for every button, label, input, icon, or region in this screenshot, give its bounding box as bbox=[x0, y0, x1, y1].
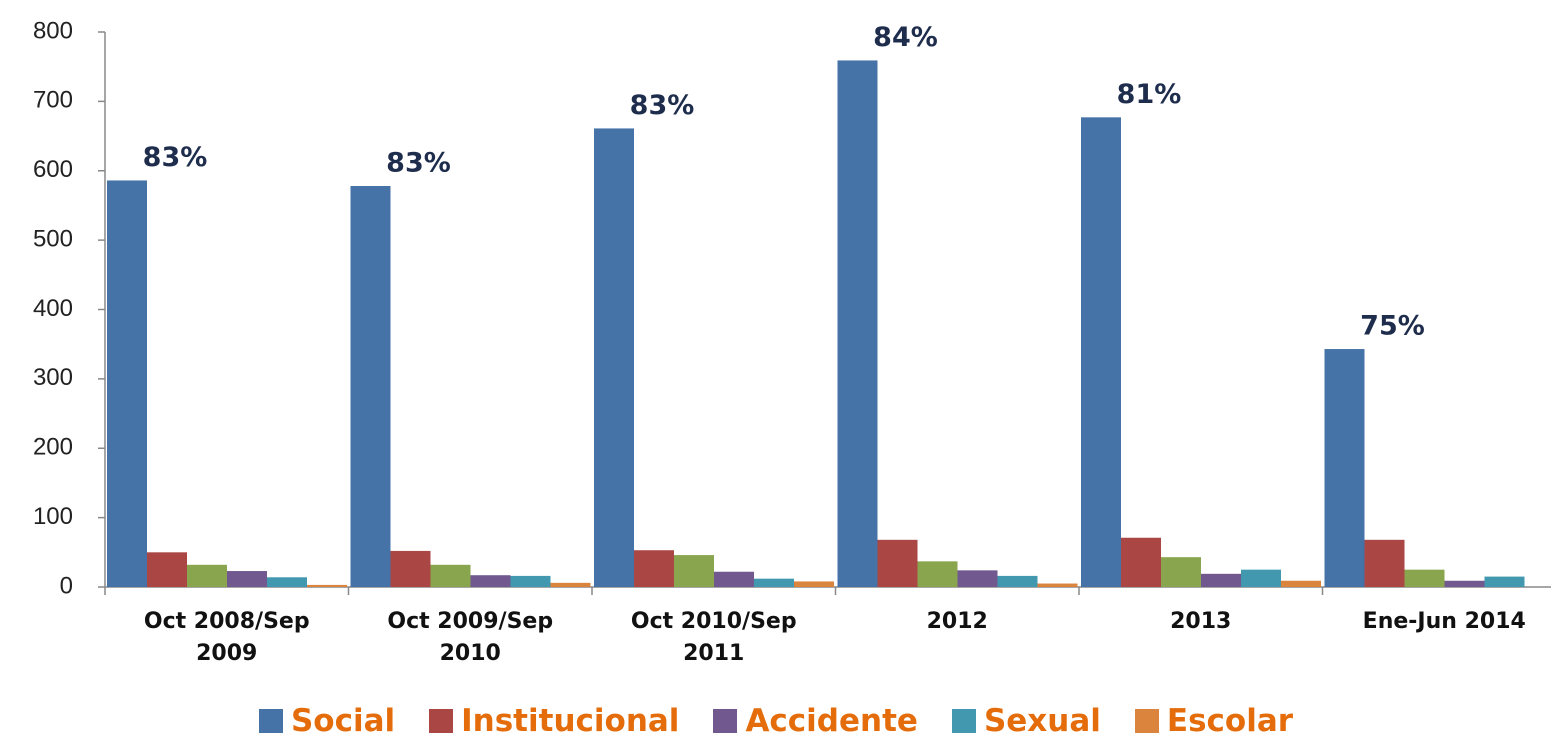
bar bbox=[307, 584, 347, 587]
x-tick-label: 2013 bbox=[1170, 609, 1232, 634]
legend-swatch bbox=[713, 709, 738, 733]
bar bbox=[107, 180, 147, 587]
bar bbox=[1037, 583, 1078, 587]
legend-item: Sexual bbox=[951, 703, 1101, 739]
legend-item: Institucional bbox=[429, 703, 679, 739]
legend-item: Escolar bbox=[1134, 703, 1294, 739]
bar bbox=[390, 550, 431, 587]
y-tick-label: 200 bbox=[33, 434, 73, 461]
annotation: 75% bbox=[1360, 311, 1425, 342]
y-tick-label: 300 bbox=[33, 364, 73, 391]
legend-swatch bbox=[429, 709, 454, 733]
bar bbox=[350, 186, 391, 587]
legend-label: Accidente bbox=[745, 703, 918, 739]
bar bbox=[227, 571, 267, 587]
legend-label: Institucional bbox=[461, 703, 680, 739]
legend: Social Institucional Accidente Sexual Escola… bbox=[0, 703, 1552, 739]
y-tick-label: 100 bbox=[33, 503, 73, 530]
bar bbox=[510, 575, 551, 587]
legend-item: Social bbox=[258, 703, 396, 739]
bar bbox=[470, 575, 511, 587]
legend-swatch bbox=[951, 709, 976, 733]
bar bbox=[1201, 573, 1241, 587]
y-tick-label: 500 bbox=[33, 225, 73, 252]
y-tick-label: 800 bbox=[33, 17, 73, 44]
bar bbox=[1281, 580, 1321, 587]
legend-label: Social bbox=[290, 703, 396, 739]
bar bbox=[550, 582, 591, 587]
bar bbox=[147, 552, 187, 587]
annotation: 83% bbox=[630, 90, 695, 121]
bar bbox=[1444, 580, 1485, 587]
bar bbox=[430, 564, 471, 587]
bar bbox=[674, 555, 714, 587]
y-tick-label: 0 bbox=[60, 572, 73, 599]
legend-label: Sexual bbox=[983, 703, 1101, 739]
bar bbox=[957, 570, 998, 587]
legend-item: Accidente bbox=[713, 703, 918, 739]
x-tick-label: Oct 2009/Sep 2010 bbox=[387, 609, 554, 666]
bar bbox=[267, 577, 307, 587]
bar bbox=[1404, 569, 1445, 587]
bar bbox=[1161, 557, 1201, 587]
x-tick-label: Ene-Jun 2014 bbox=[1362, 609, 1526, 634]
annotation: 81% bbox=[1117, 79, 1182, 110]
y-tick-label: 600 bbox=[33, 156, 73, 183]
annotation: 84% bbox=[873, 22, 938, 53]
annotation: 83% bbox=[386, 148, 451, 179]
bar bbox=[754, 578, 794, 587]
legend-swatch bbox=[1134, 709, 1159, 733]
legend-label: Escolar bbox=[1166, 703, 1294, 739]
bar bbox=[794, 581, 834, 587]
y-tick-label: 700 bbox=[33, 87, 73, 114]
x-tick-label: Oct 2010/Sep 2011 bbox=[630, 609, 797, 666]
x-tick-label: 2012 bbox=[926, 609, 988, 634]
bar bbox=[1241, 569, 1281, 587]
bar bbox=[714, 571, 754, 587]
x-tick-label: Oct 2008/Sep 2009 bbox=[143, 609, 310, 666]
bar bbox=[877, 539, 918, 587]
bar bbox=[1324, 349, 1365, 587]
bar bbox=[1081, 117, 1121, 588]
bar bbox=[187, 564, 227, 587]
annotation: 83% bbox=[143, 142, 208, 173]
bar bbox=[594, 128, 634, 587]
bar bbox=[1364, 539, 1405, 587]
bar bbox=[997, 575, 1038, 587]
bar bbox=[1121, 537, 1161, 587]
bar bbox=[1484, 576, 1525, 587]
bar bbox=[837, 60, 878, 588]
bar bbox=[634, 550, 674, 587]
legend-swatch bbox=[258, 709, 283, 733]
bar bbox=[917, 561, 958, 587]
y-tick-label: 400 bbox=[33, 295, 73, 322]
